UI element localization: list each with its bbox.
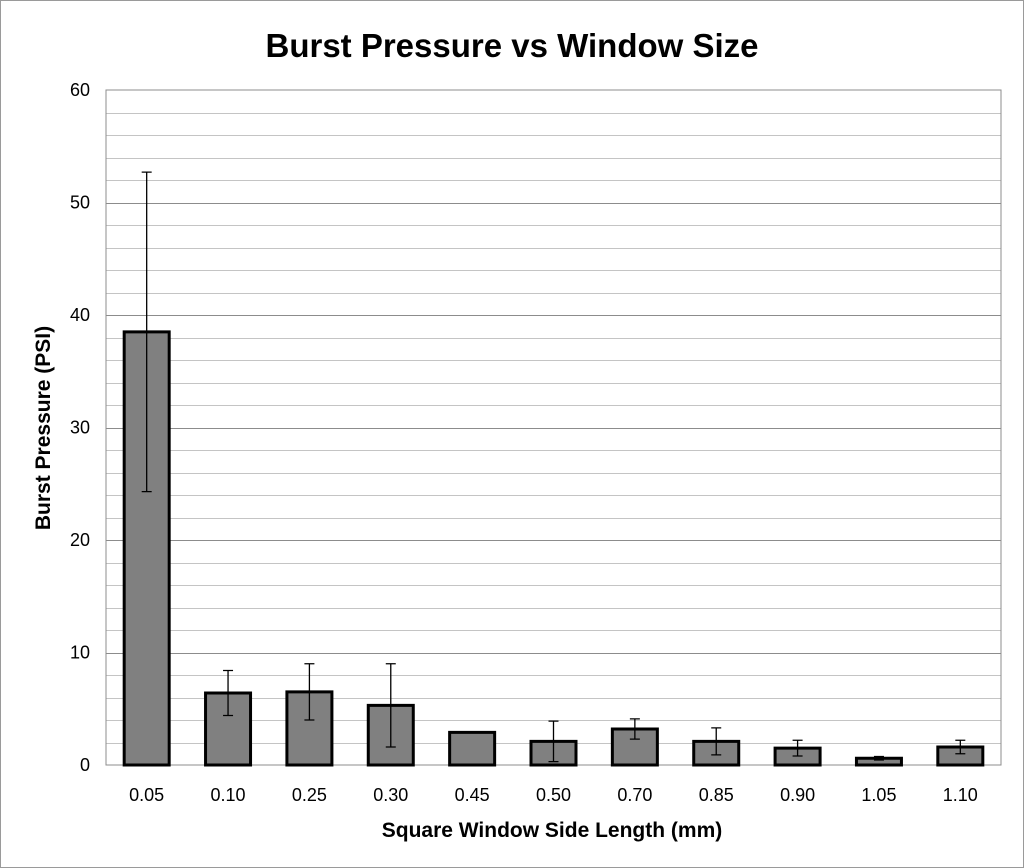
y-tick-label: 40 [70,305,90,325]
x-tick-label: 0.25 [292,785,327,805]
error-bar [385,663,396,748]
y-axis-ticks: 0 10 20 30 40 50 60 [70,80,90,775]
y-tick-label: 10 [70,643,90,663]
error-bar [304,663,315,721]
bar [448,730,497,767]
y-tick-label: 50 [70,193,90,213]
x-tick-label: 0.45 [455,785,490,805]
chart-title: Burst Pressure vs Window Size [265,27,758,64]
error-bar [711,727,722,756]
x-axis-ticks: 0.05 0.10 0.25 0.30 0.45 0.50 0.70 0.85 0.90 1.05… [129,785,978,805]
y-tick-label: 30 [70,418,90,438]
y-axis-label: Burst Pressure (PSI) [32,326,55,530]
x-tick-label: 0.05 [129,785,164,805]
x-tick-label: 0.85 [699,785,734,805]
gridlines [106,113,1001,744]
error-bar [792,739,803,757]
bars [122,330,985,767]
error-bar [955,739,966,755]
y-tick-label: 20 [70,530,90,550]
plot-area [105,89,1002,766]
x-tick-label: 0.50 [536,785,571,805]
x-tick-label: 1.05 [861,785,896,805]
x-tick-label: 0.30 [373,785,408,805]
x-axis-label: Square Window Side Length (mm) [382,819,722,842]
error-bar [873,755,884,761]
y-tick-label: 0 [80,755,90,775]
error-bars [141,171,966,763]
error-bar [223,669,234,717]
error-bar [548,720,559,763]
x-tick-label: 0.70 [617,785,652,805]
x-tick-label: 0.90 [780,785,815,805]
error-bar [141,171,152,493]
x-tick-label: 1.10 [943,785,978,805]
y-tick-label: 60 [70,80,90,100]
error-bar [629,718,640,740]
x-tick-label: 0.10 [211,785,246,805]
